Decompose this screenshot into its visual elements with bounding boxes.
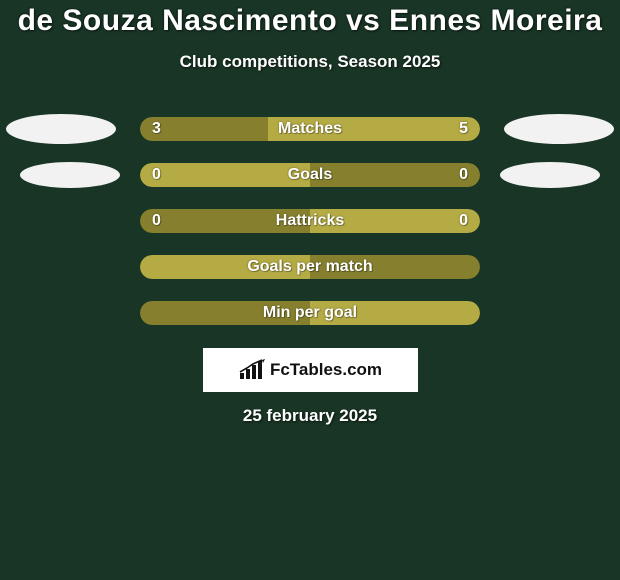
footer-date: 25 february 2025 xyxy=(0,406,620,426)
stat-bar: 3 Matches 5 xyxy=(140,117,480,141)
player-left-marker xyxy=(6,114,116,144)
stat-left-value: 3 xyxy=(152,120,161,138)
stat-bar-right xyxy=(310,163,480,187)
stat-bar: 0 Goals 0 xyxy=(140,163,480,187)
player-left-marker xyxy=(20,162,120,188)
stats-infographic: de Souza Nascimento vs Ennes Moreira Clu… xyxy=(0,0,620,426)
stat-label: Hattricks xyxy=(276,212,344,230)
page-subtitle: Club competitions, Season 2025 xyxy=(0,52,620,72)
stat-right-value: 0 xyxy=(459,166,468,184)
stat-row-goals-per-match: Goals per match xyxy=(0,244,620,290)
stat-row-goals: 0 Goals 0 xyxy=(0,152,620,198)
stat-bar-left xyxy=(140,163,310,187)
page-title: de Souza Nascimento vs Ennes Moreira xyxy=(0,4,620,38)
stat-left-value: 0 xyxy=(152,166,161,184)
stat-label: Goals xyxy=(288,166,332,184)
stat-row-matches: 3 Matches 5 xyxy=(0,106,620,152)
stat-label: Matches xyxy=(278,120,342,138)
stat-bar: Min per goal xyxy=(140,301,480,325)
stat-bar: 0 Hattricks 0 xyxy=(140,209,480,233)
stat-row-min-per-goal: Min per goal xyxy=(0,290,620,336)
stat-row-hattricks: 0 Hattricks 0 xyxy=(0,198,620,244)
source-logo: FcTables.com xyxy=(203,348,418,392)
stat-left-value: 0 xyxy=(152,212,161,230)
bar-chart-icon xyxy=(238,359,266,381)
stat-label: Goals per match xyxy=(247,258,372,276)
player-right-marker xyxy=(504,114,614,144)
stat-right-value: 0 xyxy=(459,212,468,230)
stat-right-value: 5 xyxy=(459,120,468,138)
source-logo-text: FcTables.com xyxy=(270,360,382,380)
stat-bar: Goals per match xyxy=(140,255,480,279)
player-right-marker xyxy=(500,162,600,188)
stat-rows: 3 Matches 5 0 Goals 0 0 xyxy=(0,106,620,336)
stat-label: Min per goal xyxy=(263,304,357,322)
